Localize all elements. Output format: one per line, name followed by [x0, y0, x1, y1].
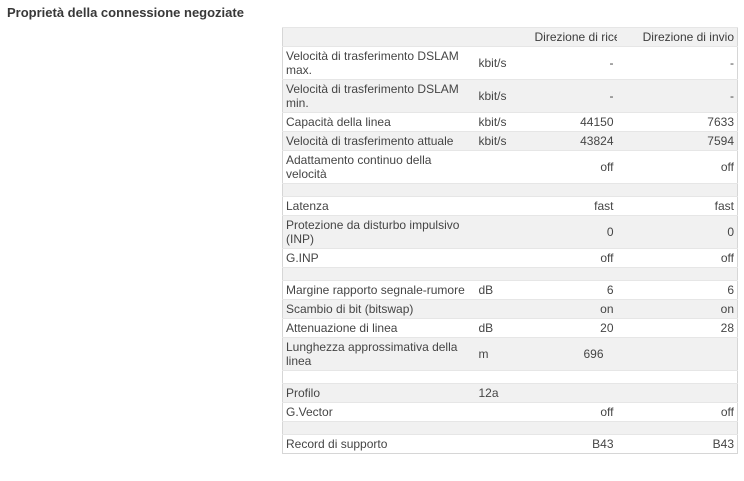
- property-unit: dB: [475, 280, 532, 300]
- table-row: Record di supporto B43 B43: [282, 434, 738, 454]
- send-value: -: [616, 79, 738, 113]
- property-unit: kbit/s: [475, 79, 532, 113]
- table-row: Scambio di bit (bitswap) on on: [282, 299, 738, 319]
- property-unit: kbit/s: [475, 112, 532, 132]
- property-label: Velocità di trasferimento DSLAM min.: [282, 79, 476, 113]
- property-label: Velocità di trasferimento attuale: [282, 131, 476, 151]
- receive-value: 43824: [531, 131, 617, 151]
- send-value: 28: [616, 318, 738, 338]
- send-value: B43: [616, 434, 738, 454]
- send-value: off: [616, 402, 738, 422]
- table-row: Velocità di trasferimento DSLAM max. kbi…: [282, 46, 738, 80]
- property-label: Record di supporto: [282, 434, 476, 454]
- spacer-cell: [282, 267, 738, 281]
- receive-value: 20: [531, 318, 617, 338]
- table-row: Attenuazione di linea dB 20 28: [282, 318, 738, 338]
- property-label: Adattamento continuo della velocità: [282, 150, 476, 184]
- property-label: Latenza: [282, 196, 476, 216]
- receive-value: off: [531, 150, 617, 184]
- property-unit: [475, 248, 532, 268]
- table-row: Latenza fast fast: [282, 196, 738, 216]
- property-label: Margine rapporto segnale-rumore: [282, 280, 476, 300]
- table-row: Protezione da disturbo impulsivo (INP) 0…: [282, 215, 738, 249]
- receive-value: 696: [531, 337, 617, 371]
- table-row: G.Vector off off: [282, 402, 738, 422]
- property-unit: 12a: [475, 383, 532, 403]
- property-unit: kbit/s: [475, 46, 532, 80]
- property-unit: [475, 434, 532, 454]
- property-unit: m: [475, 337, 532, 371]
- spacer-cell: [282, 421, 738, 435]
- receive-value: on: [531, 299, 617, 319]
- spacer-row: [282, 267, 738, 281]
- property-unit: [475, 215, 532, 249]
- receive-value: -: [531, 46, 617, 80]
- property-label: Lunghezza approssimativa della linea: [282, 337, 476, 371]
- spacer-cell: [282, 183, 738, 197]
- property-unit: kbit/s: [475, 131, 532, 151]
- property-label: G.Vector: [282, 402, 476, 422]
- property-label: Attenuazione di linea: [282, 318, 476, 338]
- spacer-row: [282, 370, 738, 384]
- send-value: [616, 383, 738, 403]
- send-value: off: [616, 248, 738, 268]
- connection-properties-panel: Direzione di ricezione Direzione di invi…: [282, 27, 738, 454]
- property-unit: dB: [475, 318, 532, 338]
- property-label: Velocità di trasferimento DSLAM max.: [282, 46, 476, 80]
- spacer-cell: [282, 370, 738, 384]
- table-row: Adattamento continuo della velocità off …: [282, 150, 738, 184]
- send-value: 6: [616, 280, 738, 300]
- receive-value: 6: [531, 280, 617, 300]
- receive-value: off: [531, 402, 617, 422]
- send-value: fast: [616, 196, 738, 216]
- send-value: [616, 337, 738, 371]
- table-row: Profilo 12a: [282, 383, 738, 403]
- spacer-row: [282, 183, 738, 197]
- property-label: Scambio di bit (bitswap): [282, 299, 476, 319]
- property-unit: [475, 402, 532, 422]
- send-value: 0: [616, 215, 738, 249]
- table-row: Lunghezza approssimativa della linea m 6…: [282, 337, 738, 371]
- property-label: Protezione da disturbo impulsivo (INP): [282, 215, 476, 249]
- column-header-unit: [475, 27, 532, 47]
- property-unit: [475, 150, 532, 184]
- receive-value: fast: [531, 196, 617, 216]
- table-row: Margine rapporto segnale-rumore dB 6 6: [282, 280, 738, 300]
- send-value: 7594: [616, 131, 738, 151]
- page: Proprietà della connessione negoziate Di…: [7, 5, 738, 454]
- table-header-row: Direzione di ricezione Direzione di invi…: [282, 27, 738, 47]
- page-title: Proprietà della connessione negoziate: [7, 5, 244, 20]
- connection-properties-table: Direzione di ricezione Direzione di invi…: [282, 27, 738, 454]
- property-label: G.INP: [282, 248, 476, 268]
- table-row: Velocità di trasferimento DSLAM min. kbi…: [282, 79, 738, 113]
- receive-value: [531, 383, 617, 403]
- table-row: G.INP off off: [282, 248, 738, 268]
- column-header-send-direction: Direzione di invio: [616, 27, 738, 47]
- column-header-label: [282, 27, 476, 47]
- receive-value: 44150: [531, 112, 617, 132]
- property-unit: [475, 196, 532, 216]
- send-value: off: [616, 150, 738, 184]
- send-value: -: [616, 46, 738, 80]
- send-value: on: [616, 299, 738, 319]
- property-label: Capacità della linea: [282, 112, 476, 132]
- receive-value: B43: [531, 434, 617, 454]
- property-label: Profilo: [282, 383, 476, 403]
- spacer-row: [282, 421, 738, 435]
- property-unit: [475, 299, 532, 319]
- column-header-receive-direction: Direzione di ricezione: [531, 27, 617, 47]
- table-row: Velocità di trasferimento attuale kbit/s…: [282, 131, 738, 151]
- receive-value: -: [531, 79, 617, 113]
- receive-value: off: [531, 248, 617, 268]
- receive-value: 0: [531, 215, 617, 249]
- table-row: Capacità della linea kbit/s 44150 7633: [282, 112, 738, 132]
- send-value: 7633: [616, 112, 738, 132]
